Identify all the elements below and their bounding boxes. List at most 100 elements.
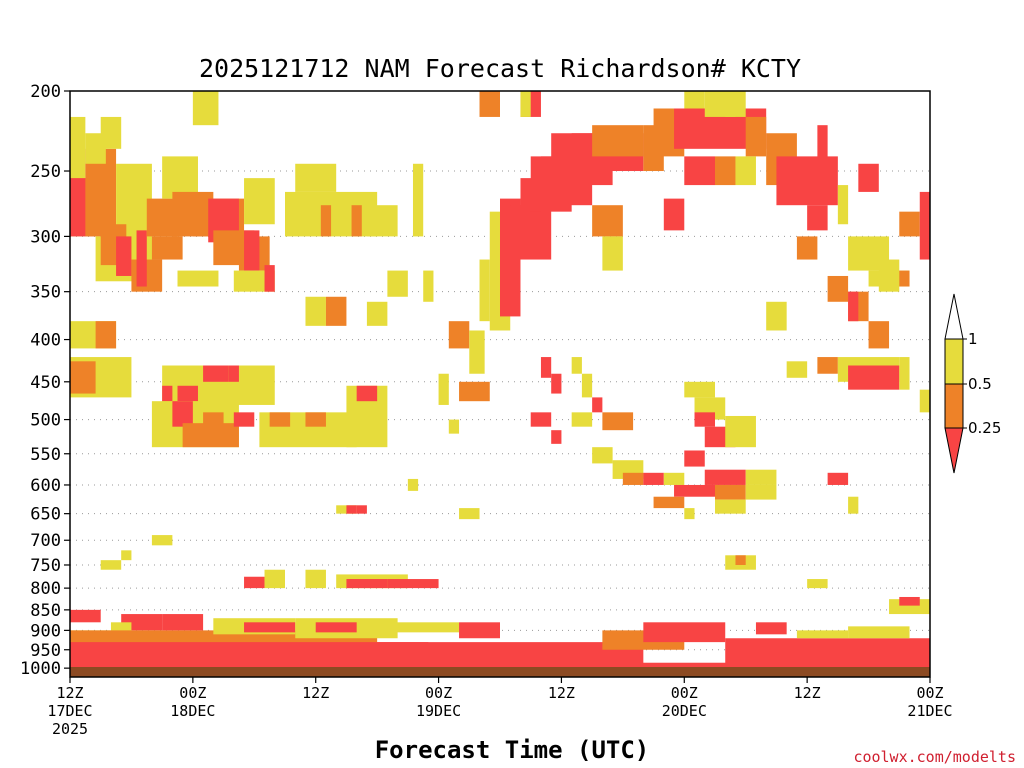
heatmap-cell [858,163,879,192]
heatmap-cell [177,270,219,287]
heatmap-cell [704,469,746,485]
heatmap-cell [162,385,173,402]
heatmap-cell [366,205,398,237]
y-tick-label: 300 [30,227,61,247]
heatmap-cell [320,205,332,237]
heatmap-cell [325,296,347,326]
heatmap-cell [244,576,265,589]
heatmap-cell [735,156,756,186]
x-tick-label: 12Z [794,684,821,702]
heatmap-cell [807,579,828,589]
heatmap-cell [305,296,326,326]
y-tick-label: 550 [30,445,61,465]
heatmap-cell [807,205,828,231]
y-tick-label: 1000 [20,659,61,679]
heatmap-cell [725,91,746,117]
heatmap-cell [346,505,357,514]
heatmap-cell [755,622,787,635]
heatmap-cell [745,116,767,157]
heatmap-cell [162,156,198,199]
heatmap-cell [377,622,460,633]
heatmap-cell [745,484,777,500]
x-tick-label: 00Z [671,684,698,702]
heatmap-cell [530,412,552,427]
y-tick-label: 750 [30,556,61,576]
heatmap-cell [136,230,147,287]
heatmap-cell [899,270,910,287]
heatmap-cell [592,125,644,157]
heatmap-cell [177,385,198,402]
heatmap-cell [725,415,756,448]
heatmap-cell [837,185,849,225]
heatmap-cell [899,357,910,390]
heatmap-cell [602,236,623,271]
x-tick-label: 2025 [52,720,88,738]
heatmap-cell [244,230,260,271]
heatmap-cell [448,321,470,349]
heatmap-cell [694,412,715,427]
x-tick-label: 19DEC [416,702,461,720]
heatmap-cell [346,579,388,589]
heatmap-cell [264,569,285,589]
legend-label: 1 [968,330,978,348]
y-tick-label: 250 [30,162,61,182]
heatmap-cell [540,357,552,378]
heatmap-cell [776,156,838,206]
heatmap-cell [479,259,490,322]
heatmap-cell [100,116,122,149]
heatmap-cell [684,508,695,520]
heatmap-cell [796,630,849,639]
heatmap-cell [182,423,239,448]
heatmap-cell [315,622,357,633]
y-tick-label: 900 [30,621,61,641]
heatmap-cell [899,211,920,237]
heatmap-cell [459,508,480,520]
heatmap-cell [172,401,193,427]
heatmap-cell [387,270,408,297]
heatmap-cell [643,622,726,643]
x-tick-label: 00Z [179,684,206,702]
heatmap-cell [868,321,890,349]
heatmap-cell [899,596,920,606]
heatmap-cell [848,626,910,639]
heatmap-cell [622,472,644,485]
heatmap-cell [305,412,326,427]
heatmap-cell [571,412,593,427]
heatmap-cell [592,447,613,464]
heatmap-cell [878,259,900,292]
legend-swatch-top [944,293,964,340]
y-tick-label: 700 [30,531,61,551]
heatmap-cell [674,484,715,497]
credit-text: coolwx.com/modelts [853,748,1016,766]
heatmap-cell [121,550,132,561]
heatmap-cell [581,373,593,398]
heatmap-cell [848,365,900,390]
heatmap-cell [95,321,117,349]
heatmap-cell [796,236,818,260]
x-tick-label: 12Z [56,684,83,702]
heatmap-cell [244,178,275,225]
heatmap-cell [448,419,460,434]
heatmap-cell [459,622,500,639]
heatmap-cell [520,91,531,117]
heatmap-cell [192,91,219,126]
heatmap-cell [745,469,777,485]
heatmap-cell [919,191,930,260]
legend-label: 0.25 [968,419,1001,437]
heatmap-cell [438,373,449,405]
y-tick-label: 400 [30,331,61,351]
heatmap-cell [305,569,326,589]
x-tick-label: 00Z [916,684,943,702]
heatmap-cell [162,614,204,631]
heatmap-cells [70,91,930,674]
heatmap-cell [100,560,122,570]
heatmap-cell [151,236,183,260]
heatmap-cell [356,385,378,402]
heatmap-cell [233,412,255,427]
heatmap-cell [817,125,828,179]
heatmap-cell [663,198,685,231]
heatmap-cell [848,496,859,514]
heatmap-cell [295,163,337,192]
heatmap-cell [715,499,746,514]
